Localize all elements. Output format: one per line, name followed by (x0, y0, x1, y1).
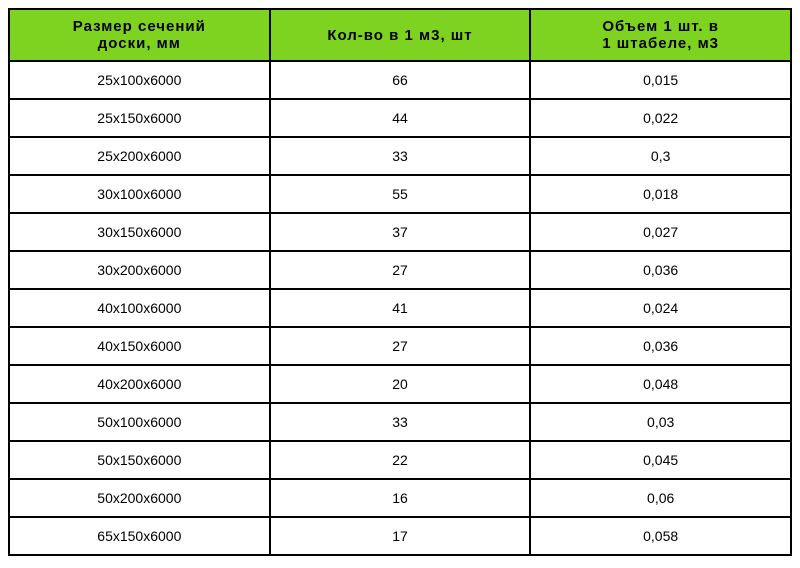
cell-size: 25х200х6000 (9, 137, 270, 175)
cell-vol: 0,022 (530, 99, 791, 137)
cell-size: 50х200х6000 (9, 479, 270, 517)
cell-vol: 0,3 (530, 137, 791, 175)
col-header-size: Размер сеченийдоски, мм (9, 9, 270, 61)
col-header-qty-l1: Кол-во в 1 м3, шт (327, 27, 472, 44)
table-row: 25х200х6000330,3 (9, 137, 791, 175)
table-row: 65х150х6000170,058 (9, 517, 791, 555)
cell-qty: 33 (270, 137, 531, 175)
table-row: 30х100х6000550,018 (9, 175, 791, 213)
cell-vol: 0,03 (530, 403, 791, 441)
cell-size: 50х100х6000 (9, 403, 270, 441)
cell-qty: 17 (270, 517, 531, 555)
cell-size: 40х100х6000 (9, 289, 270, 327)
cell-vol: 0,036 (530, 251, 791, 289)
cell-size: 40х200х6000 (9, 365, 270, 403)
cell-vol: 0,045 (530, 441, 791, 479)
cell-vol: 0,018 (530, 175, 791, 213)
cell-size: 30х100х6000 (9, 175, 270, 213)
cell-size: 25х150х6000 (9, 99, 270, 137)
cell-size: 65х150х6000 (9, 517, 270, 555)
table-row: 50х200х6000160,06 (9, 479, 791, 517)
col-header-vol: Объем 1 шт. в1 штабеле, м3 (530, 9, 791, 61)
cell-qty: 44 (270, 99, 531, 137)
table-row: 40х100х6000410,024 (9, 289, 791, 327)
table-header-row: Размер сеченийдоски, мм Кол-во в 1 м3, ш… (9, 9, 791, 61)
table-row: 40х200х6000200,048 (9, 365, 791, 403)
cell-size: 30х200х6000 (9, 251, 270, 289)
table-row: 50х150х6000220,045 (9, 441, 791, 479)
cell-vol: 0,058 (530, 517, 791, 555)
cell-qty: 33 (270, 403, 531, 441)
cell-qty: 27 (270, 327, 531, 365)
cell-vol: 0,036 (530, 327, 791, 365)
table-row: 30х150х6000370,027 (9, 213, 791, 251)
cell-size: 25х100х6000 (9, 61, 270, 99)
cell-qty: 20 (270, 365, 531, 403)
cell-qty: 27 (270, 251, 531, 289)
table-row: 30х200х6000270,036 (9, 251, 791, 289)
cell-vol: 0,048 (530, 365, 791, 403)
cell-qty: 22 (270, 441, 531, 479)
table-row: 25х100х6000660,015 (9, 61, 791, 99)
cell-vol: 0,024 (530, 289, 791, 327)
table-body: 25х100х6000660,015 25х150х6000440,022 25… (9, 61, 791, 555)
cell-vol: 0,027 (530, 213, 791, 251)
col-header-qty: Кол-во в 1 м3, шт (270, 9, 531, 61)
cell-qty: 55 (270, 175, 531, 213)
cell-size: 40х150х6000 (9, 327, 270, 365)
cell-vol: 0,06 (530, 479, 791, 517)
cell-size: 50х150х6000 (9, 441, 270, 479)
lumber-table: Размер сеченийдоски, мм Кол-во в 1 м3, ш… (8, 8, 792, 556)
cell-qty: 16 (270, 479, 531, 517)
cell-qty: 66 (270, 61, 531, 99)
table-row: 50х100х6000330,03 (9, 403, 791, 441)
cell-qty: 41 (270, 289, 531, 327)
cell-qty: 37 (270, 213, 531, 251)
cell-vol: 0,015 (530, 61, 791, 99)
table-row: 40х150х6000270,036 (9, 327, 791, 365)
table-row: 25х150х6000440,022 (9, 99, 791, 137)
cell-size: 30х150х6000 (9, 213, 270, 251)
